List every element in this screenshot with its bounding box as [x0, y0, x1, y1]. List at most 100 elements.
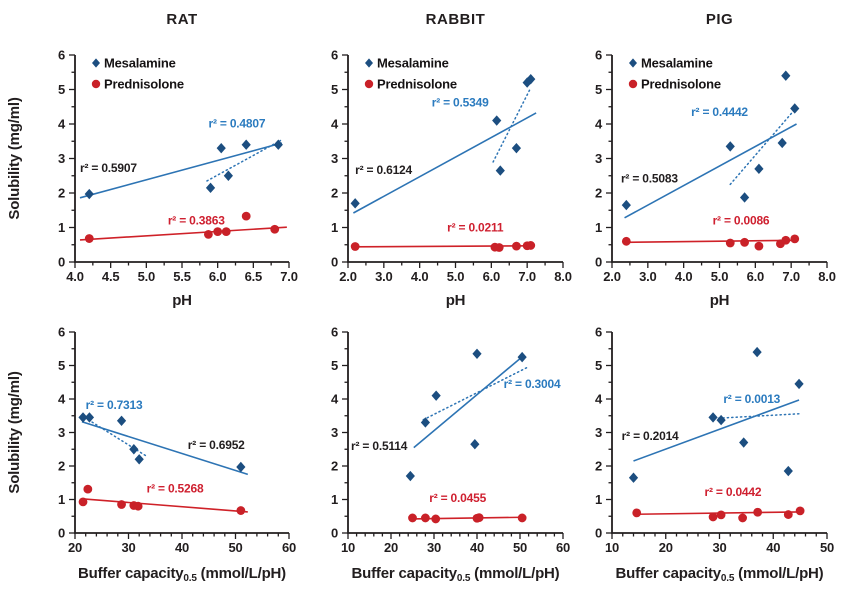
x-tick-labels: 2.0 3.0 4.0 5.0 6.0 7.0 8.0: [603, 269, 836, 284]
mesalamine-trend-dotted: [422, 366, 529, 421]
x-ticks: [74, 533, 290, 539]
y-tick-label: 0: [595, 255, 602, 270]
y-tick-label: 6: [595, 48, 602, 63]
mesalamine-point: [725, 141, 735, 152]
data-points: [350, 73, 536, 252]
x-tick-labels: 2.0 3.0 4.0 5.0 6.0 7.0 8.0: [339, 269, 572, 284]
mesalamine-point: [777, 137, 787, 149]
x-tick-label: 2.0: [603, 269, 620, 284]
y-tick-label: 1: [58, 492, 65, 507]
x-ticks: [347, 533, 564, 539]
legend-circle-icon: [91, 79, 101, 89]
mesalamine-trend-dotted: [83, 416, 147, 457]
y-ticks: [342, 54, 348, 263]
y-tick-label: 3: [595, 425, 602, 440]
x-tick-label: 4.0: [411, 269, 428, 284]
x-tick-label: 10: [605, 540, 619, 555]
legend-label-prednisolone: Prednisolone: [377, 77, 457, 92]
y-tick-label: 4: [331, 392, 339, 407]
mesalamine-point: [492, 115, 502, 126]
x-tick-label: 30: [427, 540, 441, 555]
mesalamine-point: [216, 142, 226, 154]
r2-annotation: r² = 0.5114: [351, 439, 408, 453]
r2-annotation: r² = 0.4442: [691, 105, 748, 119]
prednisolone-point: [236, 506, 246, 515]
mesalamine-trend-dotted: [492, 87, 532, 163]
mesalamine-point: [129, 444, 139, 455]
mesalamine-trend-solid: [79, 142, 283, 199]
y-tick-labels: 0 1 2 3 4 5 6: [58, 48, 66, 270]
x-tick-label: 20: [68, 540, 82, 555]
chart-pig-bc: 10 20 30 40 50 0 1 2 3 4 5 6 Buffer capacity0.5 (mmo…: [595, 325, 834, 585]
x-tick-label: 50: [820, 540, 834, 555]
y-ticks: [606, 331, 612, 534]
mesalamine-point: [781, 70, 791, 81]
x-axis-label: pH: [172, 292, 192, 309]
prednisolone-trend-solid: [411, 516, 525, 520]
chart-pig-ph: 2.0 3.0 4.0 5.0 6.0 7.0 8.0 0 1 2 3 4 5 6 PIG pH r² = 0.…: [595, 11, 836, 309]
y-tick-label: 2: [58, 186, 65, 201]
x-tick-label: 50: [513, 540, 527, 555]
mesalamine-point: [273, 139, 283, 150]
mesalamine-trend-dotted: [729, 108, 796, 186]
prednisolone-point: [203, 230, 213, 239]
mesalamine-point: [84, 188, 94, 200]
prednisolone-point: [84, 234, 94, 243]
y-tick-label: 3: [331, 151, 338, 166]
x-tick-label: 5.0: [447, 269, 464, 284]
x-tick-label: 8.0: [818, 269, 835, 284]
mesalamine-trend-solid: [413, 355, 524, 449]
y-tick-label: 5: [58, 82, 65, 97]
y-tick-label: 6: [595, 325, 602, 340]
data-points: [628, 346, 805, 523]
trend-lines: [624, 108, 799, 244]
y-tick-label: 2: [331, 459, 338, 474]
prednisolone-point: [708, 512, 718, 522]
x-tick-label: 20: [659, 540, 673, 555]
x-tick-label: 2.0: [339, 269, 356, 284]
mesalamine-point: [470, 439, 480, 450]
prednisolone-trend-solid: [79, 226, 287, 241]
prednisolone-point: [725, 238, 735, 248]
x-tick-label: 5.0: [138, 269, 155, 284]
mesalamine-point: [739, 192, 750, 203]
y-tick-label: 1: [331, 220, 338, 235]
trend-lines: [352, 87, 537, 248]
prednisolone-point: [716, 510, 726, 520]
x-tick-label: 50: [228, 540, 242, 555]
prednisolone-point: [795, 506, 805, 516]
axes: [74, 332, 289, 534]
y-tick-label: 5: [58, 358, 65, 373]
mesalamine-point: [511, 142, 522, 154]
prednisolone-point: [221, 227, 231, 237]
prednisolone-point: [738, 513, 748, 523]
y-axis-label: Solubility (mg/ml): [6, 371, 23, 493]
y-tick-label: 1: [58, 220, 65, 235]
prednisolone-point: [78, 497, 88, 507]
y-tick-label: 5: [595, 82, 602, 97]
y-tick-label: 6: [58, 325, 65, 340]
mesalamine-point: [241, 139, 251, 150]
prednisolone-point: [408, 513, 417, 523]
y-tick-labels: 0 1 2 3 4 5 6: [331, 48, 339, 270]
mesalamine-point: [794, 378, 804, 390]
x-tick-label: 8.0: [554, 269, 571, 284]
r2-annotation: r² = 0.0442: [705, 485, 762, 499]
mesalamine-point: [116, 415, 127, 426]
x-tick-label: 3.0: [375, 269, 392, 284]
prednisolone-point: [517, 513, 527, 523]
mesalamine-point: [628, 472, 639, 483]
prednisolone-point: [740, 237, 749, 247]
prednisolone-point: [83, 484, 93, 494]
legend-label-mesalamine: Mesalamine: [641, 56, 713, 71]
y-tick-labels: 0 1 2 3 4 5 6: [331, 325, 339, 541]
prednisolone-point: [270, 224, 280, 234]
mesalamine-point: [405, 470, 415, 482]
legend-label-prednisolone: Prednisolone: [641, 77, 721, 92]
x-tick-label: 4.0: [66, 269, 83, 284]
legend-circle-icon: [628, 79, 638, 89]
data-points: [84, 139, 283, 243]
mesalamine-point: [621, 199, 631, 211]
legend-label-mesalamine: Mesalamine: [104, 56, 176, 71]
